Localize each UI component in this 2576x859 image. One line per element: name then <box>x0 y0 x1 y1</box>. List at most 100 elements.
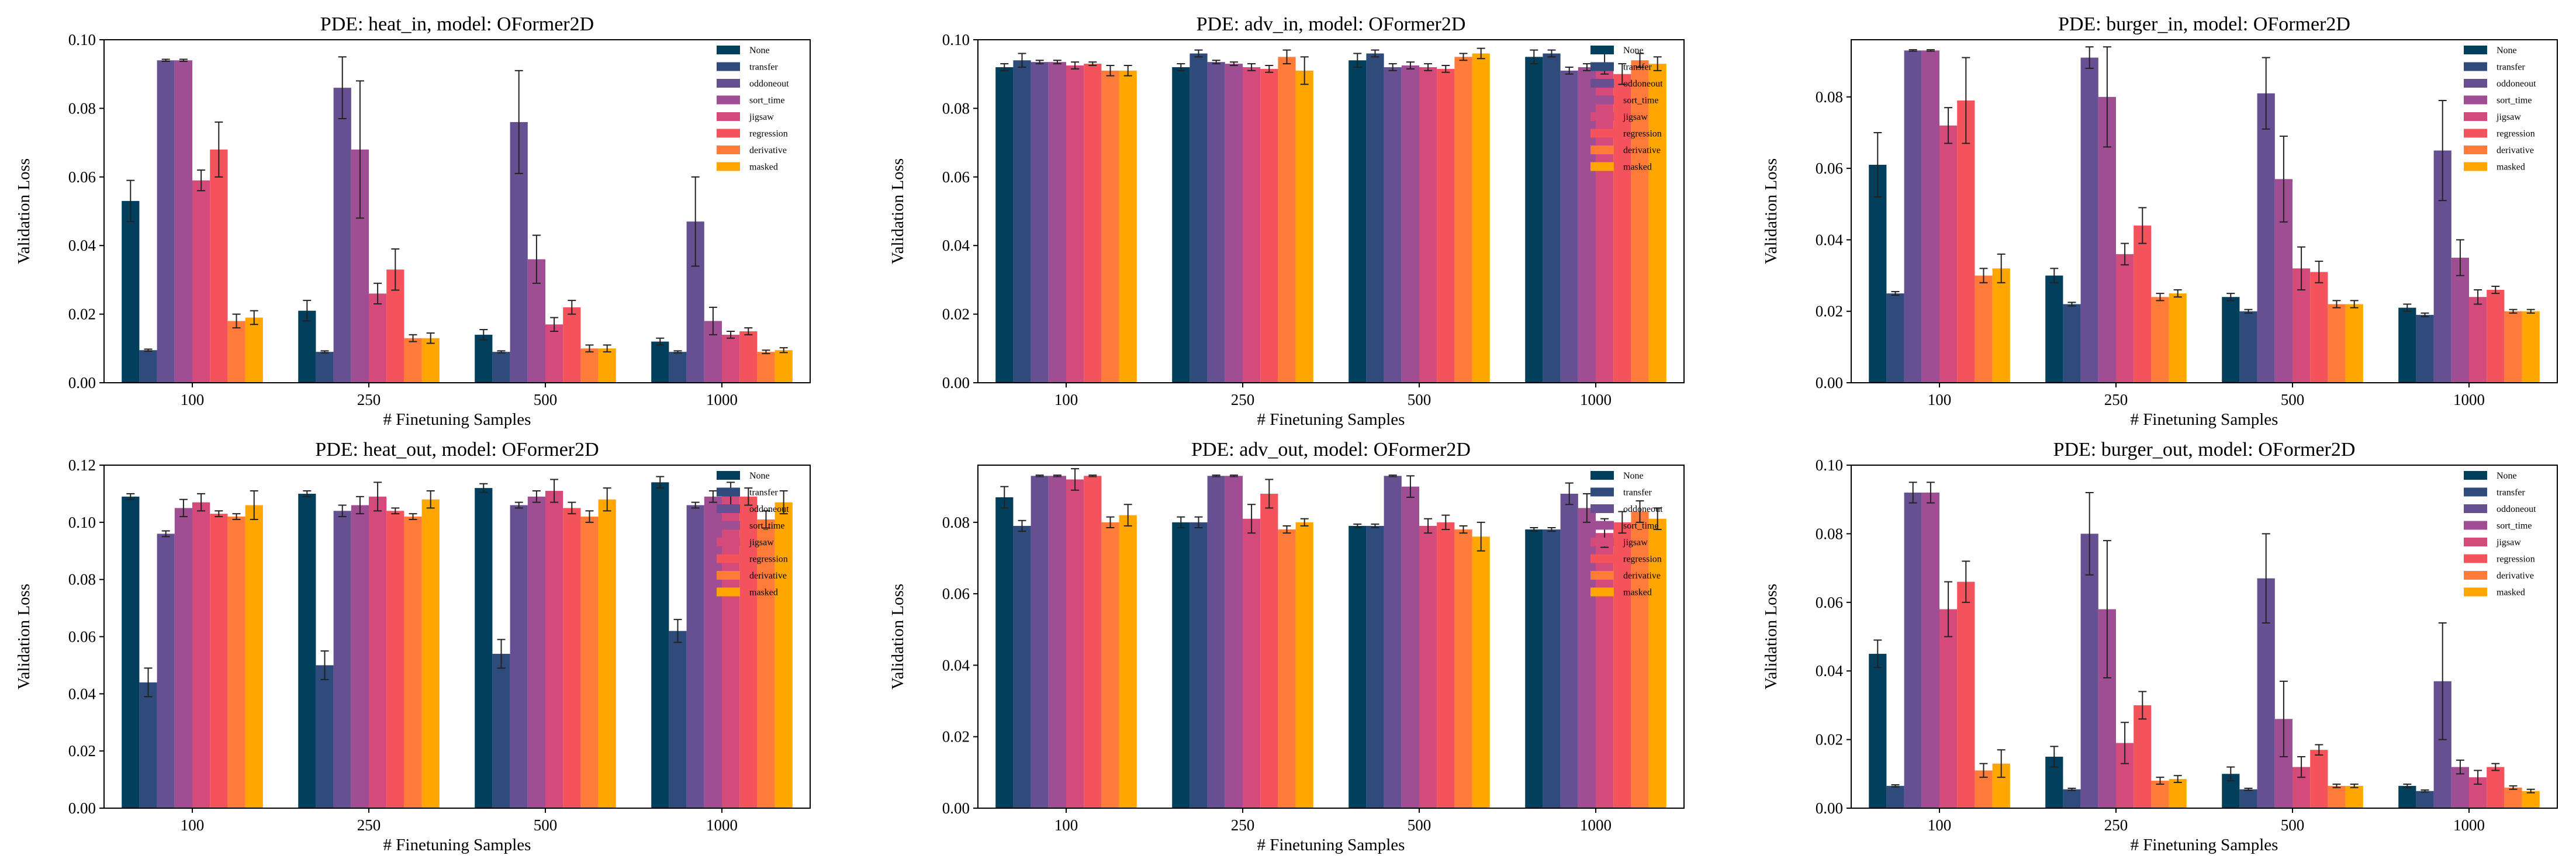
y-tick-label: 0.08 <box>68 99 96 117</box>
legend-label: regression <box>1623 555 1662 564</box>
bar <box>492 653 510 808</box>
y-tick-label: 0.04 <box>1816 662 1844 680</box>
bar <box>174 60 192 383</box>
bar <box>1419 525 1437 808</box>
bar <box>1048 62 1066 383</box>
bar <box>1013 525 1031 808</box>
y-tick-label: 0.08 <box>68 571 96 588</box>
bar <box>1119 70 1137 383</box>
legend-label: sort_time <box>749 521 784 531</box>
chart-panel: PDE: burger_out, model: OFormer2D 0.00 0.0… <box>1762 439 2558 854</box>
x-tick-label: 100 <box>1054 816 1078 834</box>
legend-swatch <box>1590 146 1614 154</box>
y-axis-label: Validation Loss <box>15 158 33 264</box>
bar <box>2310 750 2328 808</box>
bar <box>1921 50 1939 383</box>
bar <box>651 341 669 383</box>
bar <box>1190 53 1208 383</box>
plot-frame <box>977 39 1685 383</box>
legend-swatch <box>717 504 740 513</box>
bar <box>1543 53 1561 383</box>
bar <box>2169 293 2187 383</box>
legend-swatch <box>1590 554 1614 563</box>
bar <box>545 491 563 808</box>
plot-frame <box>1851 465 2558 809</box>
legend-swatch <box>717 587 740 597</box>
legend-swatch <box>2464 587 2487 597</box>
x-axis-label: # Finetuning Samples <box>2131 836 2278 854</box>
bar <box>2151 781 2169 808</box>
bar <box>2504 787 2522 808</box>
bar <box>1525 57 1543 383</box>
legend-swatch <box>1590 521 1614 530</box>
bar <box>2134 225 2152 383</box>
bar <box>1419 67 1437 383</box>
bar <box>369 496 387 808</box>
bar <box>1648 64 1666 383</box>
bar <box>580 517 599 808</box>
legend-label: regression <box>2497 555 2535 564</box>
legend-swatch <box>2464 112 2487 121</box>
bar <box>2451 257 2469 383</box>
bar <box>2522 311 2540 383</box>
legend-swatch <box>1590 538 1614 546</box>
y-axis-label: Validation Loss <box>15 584 33 690</box>
legend-swatch <box>1590 471 1614 480</box>
legend-label: None <box>749 471 770 481</box>
bar <box>2487 767 2505 808</box>
bar <box>1957 581 1975 808</box>
y-tick-label: 0.02 <box>942 306 970 323</box>
bar <box>651 482 669 808</box>
legend-swatch <box>2464 487 2487 497</box>
bar <box>475 488 493 808</box>
bar <box>995 497 1014 808</box>
bar <box>1225 476 1243 808</box>
chart-title: PDE: heat_out, model: OFormer2D <box>315 439 599 460</box>
y-tick-label: 0.06 <box>942 585 970 602</box>
legend-label: transfer <box>2497 63 2526 72</box>
legend-swatch <box>1590 129 1614 138</box>
bar <box>245 317 263 383</box>
y-tick-label: 0.04 <box>68 685 96 702</box>
bar <box>174 508 192 808</box>
bar <box>421 499 440 808</box>
bar <box>527 496 545 808</box>
y-tick-label: 0.10 <box>68 31 96 49</box>
legend-label: sort_time <box>749 96 784 106</box>
legend-swatch <box>2464 471 2487 480</box>
bar <box>2345 304 2363 383</box>
legend-swatch <box>2464 95 2487 105</box>
legend-swatch <box>1590 112 1614 121</box>
x-tick-label: 1000 <box>706 391 738 408</box>
legend-label: regression <box>1623 129 1662 139</box>
bar <box>563 508 581 808</box>
legend-swatch <box>1590 95 1614 105</box>
legend-swatch <box>717 129 740 138</box>
y-tick-label: 0.00 <box>942 799 970 817</box>
legend-swatch <box>717 571 740 580</box>
bar <box>2239 311 2257 383</box>
legend-label: derivative <box>2497 146 2534 155</box>
legend-swatch <box>1590 46 1614 54</box>
chart-panel: PDE: adv_in, model: OFormer2D 0.00 0.02 0.0… <box>888 13 1685 429</box>
plot-frame <box>103 39 811 383</box>
bar <box>1525 529 1543 808</box>
x-tick-label: 500 <box>534 391 558 408</box>
legend-swatch <box>717 521 740 530</box>
legend-swatch <box>2464 571 2487 580</box>
bar <box>1172 522 1190 808</box>
bar <box>298 493 316 808</box>
x-tick-label: 500 <box>1408 816 1432 834</box>
x-axis-label: # Finetuning Samples <box>383 836 531 854</box>
bar <box>386 511 404 808</box>
chart-title: PDE: burger_in, model: OFormer2D <box>2058 13 2350 35</box>
bar <box>1031 476 1049 808</box>
bar <box>757 352 775 383</box>
bar <box>227 517 246 808</box>
legend-label: jigsaw <box>749 538 774 548</box>
bar <box>1596 64 1614 383</box>
